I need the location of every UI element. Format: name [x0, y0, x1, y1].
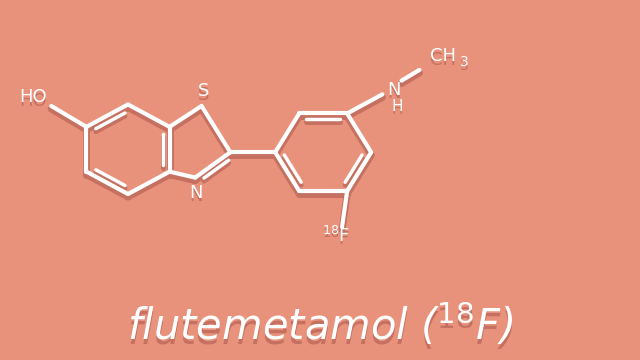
- Text: HO: HO: [19, 91, 47, 109]
- Text: $^{18}$F: $^{18}$F: [322, 226, 349, 246]
- Text: 3: 3: [460, 59, 468, 73]
- Text: $^{18}$F: $^{18}$F: [322, 229, 349, 249]
- Text: H: H: [391, 99, 403, 114]
- Text: CH: CH: [430, 47, 456, 65]
- Text: 3: 3: [460, 55, 468, 69]
- Text: HO: HO: [19, 88, 47, 106]
- Text: H: H: [391, 102, 403, 117]
- Text: S: S: [198, 82, 209, 100]
- Text: N: N: [189, 184, 203, 202]
- Text: N: N: [387, 84, 401, 102]
- Text: flutemetamol ($^{18}$F): flutemetamol ($^{18}$F): [127, 302, 513, 349]
- Text: N: N: [189, 187, 203, 205]
- Text: N: N: [387, 81, 401, 99]
- Text: CH: CH: [430, 51, 456, 69]
- Text: S: S: [198, 86, 209, 104]
- Text: flutemetamol ($^{18}$F): flutemetamol ($^{18}$F): [127, 306, 513, 354]
